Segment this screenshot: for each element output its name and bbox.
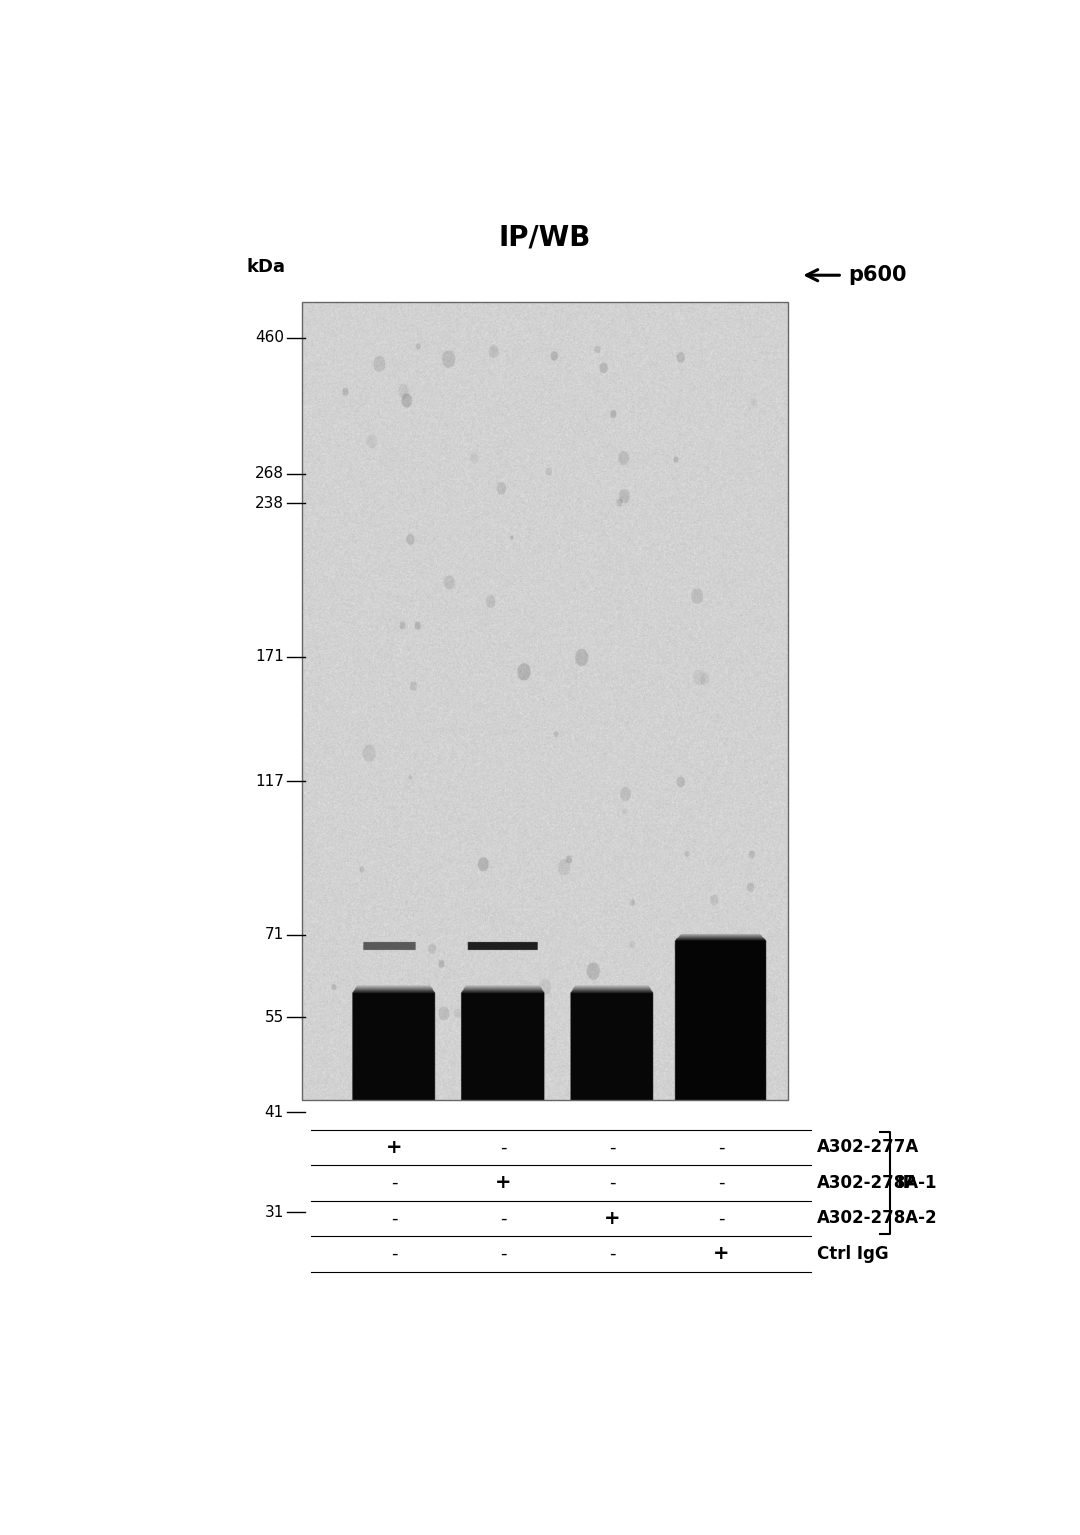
Text: A302-278A-1: A302-278A-1 [818,1174,937,1193]
Text: +: + [604,1210,620,1228]
Text: kDa: kDa [246,258,285,276]
Text: -: - [500,1210,507,1228]
Text: -: - [609,1139,616,1156]
Text: -: - [609,1245,616,1263]
Text: +: + [495,1173,512,1193]
Bar [302,302,788,1101]
Text: +: + [713,1245,729,1263]
Text: 55: 55 [265,1010,284,1025]
Text: -: - [609,1174,616,1193]
Text: -: - [500,1245,507,1263]
Text: A302-277A: A302-277A [818,1139,919,1156]
Text: -: - [391,1245,397,1263]
Text: -: - [717,1210,725,1228]
Text: 460: 460 [255,330,284,345]
Text: 71: 71 [265,927,284,942]
Text: 238: 238 [255,496,284,511]
Text: p600: p600 [848,266,906,286]
Text: -: - [391,1210,397,1228]
Text: 117: 117 [255,774,284,789]
Text: -: - [717,1174,725,1193]
Text: 171: 171 [255,649,284,665]
Text: -: - [391,1174,397,1193]
Text: IP/WB: IP/WB [499,224,592,252]
Text: Ctrl IgG: Ctrl IgG [818,1245,889,1263]
Text: 268: 268 [255,467,284,482]
Text: A302-278A-2: A302-278A-2 [818,1210,937,1228]
Text: IP: IP [896,1174,917,1193]
Text: 41: 41 [265,1105,284,1119]
Text: -: - [500,1139,507,1156]
Text: +: + [387,1137,403,1157]
Text: 31: 31 [265,1205,284,1220]
Text: -: - [717,1139,725,1156]
